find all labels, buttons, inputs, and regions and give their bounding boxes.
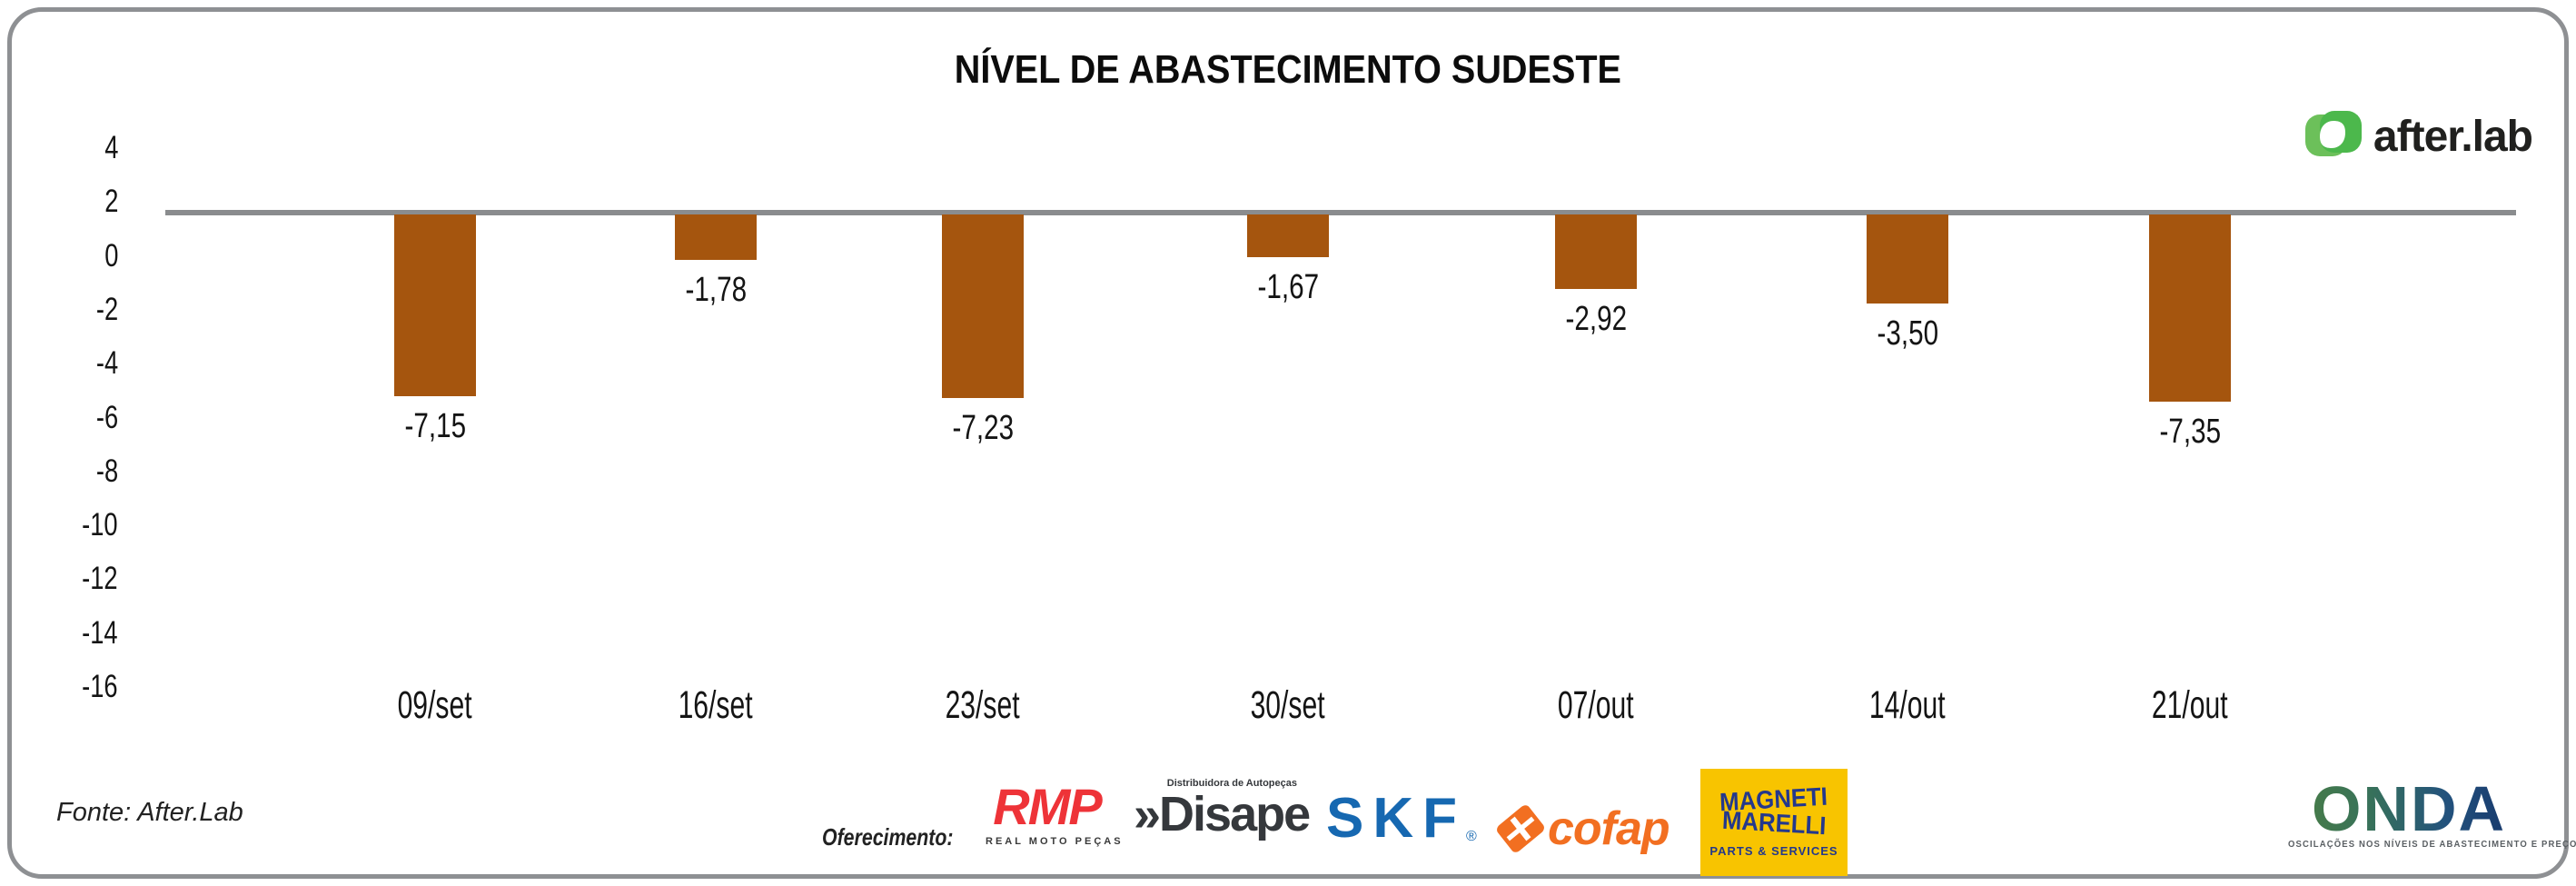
bar-value-label: -7,35 xyxy=(2159,413,2221,451)
x-tick-label: 16/set xyxy=(678,683,753,727)
disape-chevron-icon: » xyxy=(1134,787,1161,841)
cofap-logo: cofap xyxy=(1494,801,1670,856)
bar xyxy=(394,214,476,396)
bar-value-label: -1,67 xyxy=(1257,268,1319,306)
bar xyxy=(2149,214,2231,402)
disape-logo: Distribuidora de Autopeças »Disape xyxy=(1134,778,1311,841)
magneti-subtitle: PARTS & SERVICES xyxy=(1709,843,1838,858)
afterlab-wordmark: after.lab xyxy=(2373,113,2533,161)
afterlab-leaves-icon xyxy=(2304,105,2363,168)
y-tick-label: -10 xyxy=(82,507,118,543)
y-tick-label: -4 xyxy=(95,345,118,382)
rmp-wordmark: RMP xyxy=(993,778,1102,835)
y-tick-label: -2 xyxy=(95,291,118,327)
x-tick-label: 07/out xyxy=(1558,683,1634,727)
bar xyxy=(1555,214,1637,289)
x-tick-label: 30/set xyxy=(1250,683,1325,727)
afterlab-logo: after.lab xyxy=(2304,105,2533,168)
x-tick-label: 21/out xyxy=(2152,683,2228,727)
bar xyxy=(1867,214,1948,304)
y-tick-label: -12 xyxy=(82,561,118,597)
cofap-x-icon xyxy=(1494,802,1547,855)
y-tick-label: -16 xyxy=(82,669,118,704)
disape-wordmark: »Disape xyxy=(1134,787,1311,841)
source-note: Fonte: After.Lab xyxy=(56,798,243,827)
zero-baseline xyxy=(165,210,2516,215)
magneti-wordmark-line2: MARELLI xyxy=(1721,805,1827,840)
y-tick-label: -6 xyxy=(95,399,118,435)
page-border-frame xyxy=(7,7,2569,879)
x-tick-label: 09/set xyxy=(397,683,472,727)
bar-value-label: -3,50 xyxy=(1877,314,1938,353)
magneti-marelli-logo: MAGNETI MARELLI PARTS & SERVICES xyxy=(1700,769,1848,876)
y-tick-label: -8 xyxy=(95,453,118,489)
bar-value-label: -7,23 xyxy=(952,409,1014,447)
skf-wordmark: SKF xyxy=(1326,787,1466,850)
chart-title: NÍVEL DE ABASTECIMENTO SUDESTE xyxy=(954,47,1622,92)
y-tick-label: 2 xyxy=(104,184,118,220)
bar-value-label: -1,78 xyxy=(685,271,747,309)
sponsor-label: Oferecimento: xyxy=(822,823,954,851)
disape-subtitle: Distribuidora de Autopeças xyxy=(1166,778,1297,789)
rmp-logo: RMP REAL MOTO PEÇAS xyxy=(986,778,1124,848)
y-tick-label: 0 xyxy=(104,237,118,274)
bar-value-label: -7,15 xyxy=(404,407,466,445)
bar xyxy=(1247,214,1329,257)
cofap-wordmark: cofap xyxy=(1548,802,1670,855)
onda-tagline: OSCILAÇÕES NOS NÍVEIS DE ABASTECIMENTO E… xyxy=(2288,840,2576,850)
x-tick-label: 23/set xyxy=(945,683,1020,727)
bar-value-label: -2,92 xyxy=(1565,300,1627,338)
bar xyxy=(942,214,1024,398)
onda-logo: ONDA OSCILAÇÕES NOS NÍVEIS DE ABASTECIME… xyxy=(2282,777,2576,850)
y-tick-label: -14 xyxy=(82,614,118,651)
bar xyxy=(675,214,757,260)
x-tick-label: 14/out xyxy=(1869,683,1946,727)
y-tick-label: 4 xyxy=(104,130,118,165)
rmp-subtitle: REAL MOTO PEÇAS xyxy=(986,836,1124,847)
onda-wordmark: ONDA xyxy=(2282,777,2536,841)
skf-logo: SKF® xyxy=(1326,791,1477,847)
skf-registered-mark: ® xyxy=(1466,829,1477,844)
